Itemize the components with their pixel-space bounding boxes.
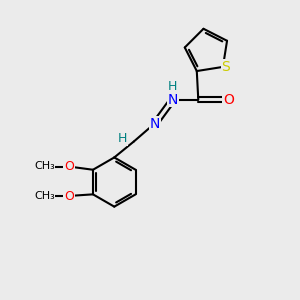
Text: O: O <box>64 190 74 203</box>
Text: N: N <box>168 92 178 106</box>
Text: H: H <box>118 132 127 145</box>
Text: N: N <box>150 116 160 130</box>
Text: S: S <box>221 60 230 74</box>
Text: CH₃: CH₃ <box>34 191 55 201</box>
Text: O: O <box>223 92 234 106</box>
Text: CH₃: CH₃ <box>34 161 55 171</box>
Text: H: H <box>167 80 177 93</box>
Text: O: O <box>64 160 74 172</box>
